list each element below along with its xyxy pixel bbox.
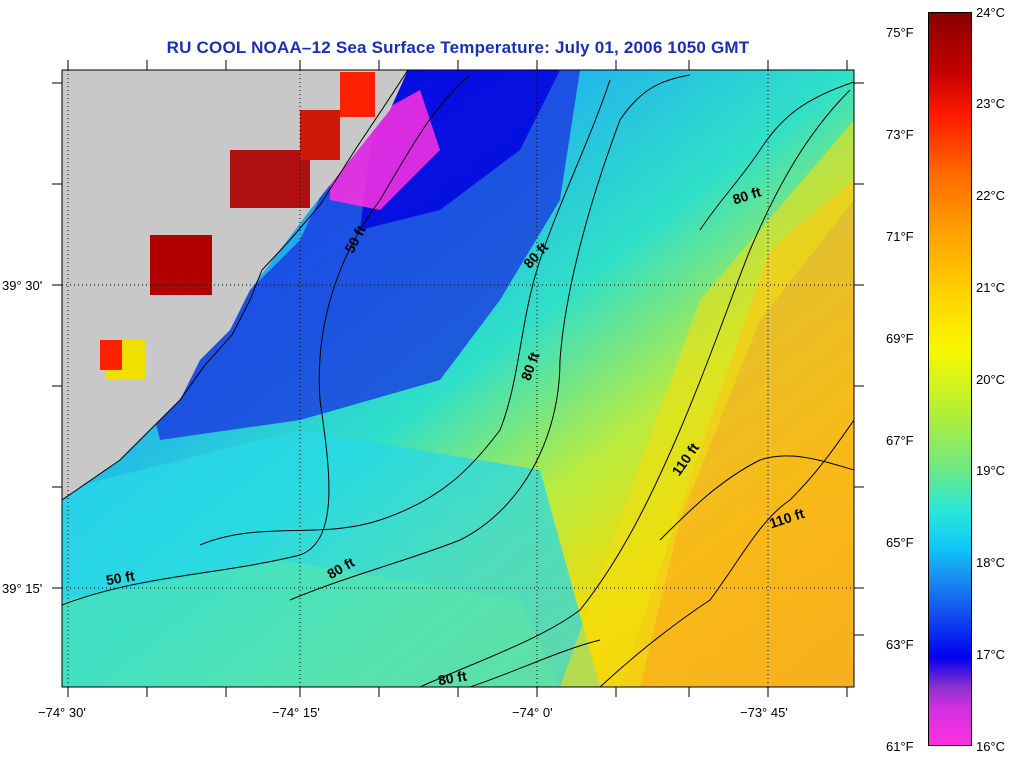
sea-warm-zone: [620, 180, 854, 687]
latitude-label: 39° 15': [2, 581, 42, 596]
longitude-label: −74° 15': [272, 705, 320, 720]
contour-label: 80 ft: [437, 668, 468, 689]
contour-label: 50 ft: [105, 567, 136, 588]
coastline: [62, 70, 409, 501]
sea-yellow-zone: [560, 120, 854, 687]
graticule: [62, 70, 854, 687]
sea-cyan-zone: [62, 430, 600, 687]
upwelling-zone: [330, 90, 440, 210]
celsius-label: 19°C: [976, 463, 1006, 478]
fahrenheit-label: 65°F: [886, 535, 914, 550]
celsius-label: 23°C: [976, 96, 1006, 111]
celsius-label: 22°C: [976, 188, 1006, 203]
warm-inlet-patch: [300, 110, 340, 160]
celsius-label: 16°C: [976, 739, 1006, 754]
fahrenheit-label: 63°F: [886, 637, 914, 652]
celsius-label: 18°C: [976, 555, 1006, 570]
fahrenheit-label: 71°F: [886, 229, 914, 244]
warm-bay-patch: [230, 150, 310, 208]
bathymetry-contours: [62, 74, 854, 687]
hot-marsh-patch: [100, 340, 122, 370]
longitude-label: −73° 45': [740, 705, 788, 720]
axis-ticks: [52, 60, 864, 697]
fahrenheit-label: 67°F: [886, 433, 914, 448]
warm-inlet-patch-north: [340, 72, 375, 117]
fahrenheit-label: 73°F: [886, 127, 914, 142]
warm-bay-patch-south: [150, 235, 212, 295]
fahrenheit-label: 75°F: [886, 25, 914, 40]
celsius-label: 20°C: [976, 372, 1006, 387]
fahrenheit-label: 69°F: [886, 331, 914, 346]
latitude-label: 39° 30': [2, 278, 42, 293]
sea-green-zone: [62, 560, 560, 687]
temperature-colorbar: [928, 12, 972, 746]
longitude-label: −74° 30': [38, 705, 86, 720]
longitude-label: −74° 0': [512, 705, 553, 720]
fahrenheit-label: 61°F: [886, 739, 914, 754]
map-title: RU COOL NOAA–12 Sea Surface Temperature:…: [166, 38, 750, 57]
celsius-label: 17°C: [976, 647, 1006, 662]
celsius-label: 24°C: [976, 5, 1006, 20]
celsius-label: 21°C: [976, 280, 1006, 295]
